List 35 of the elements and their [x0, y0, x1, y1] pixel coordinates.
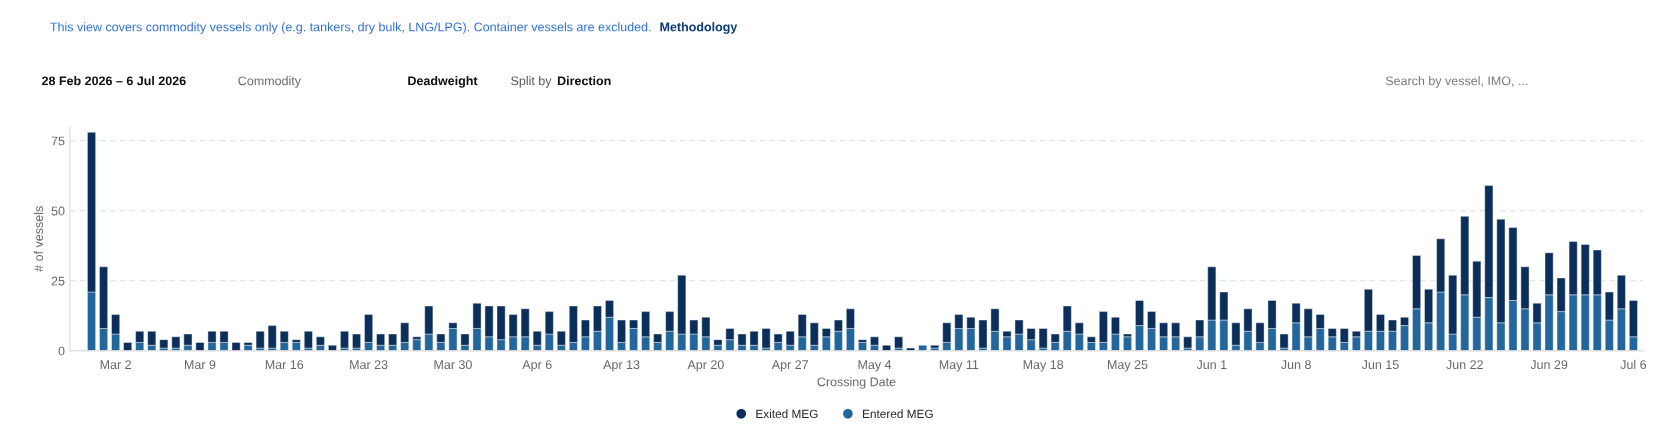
text: Commodity	[238, 76, 301, 88]
x-tick-label: Jun 22	[1446, 360, 1483, 370]
x-tick-label: May 11	[939, 360, 979, 372]
x-tick-label: Apr 6	[522, 360, 552, 372]
x-tick-label: Mar 9	[184, 360, 216, 370]
x-tick-label: Apr 20	[687, 360, 724, 372]
legend-label: Entered MEG	[863, 409, 933, 419]
text: Search by vessel, IMO, ...	[1385, 76, 1528, 88]
x-tick-label: Jun 8	[1281, 360, 1311, 370]
x-tick-label: Jun 15	[1361, 360, 1399, 370]
x-tick-label: Apr 27	[771, 360, 808, 372]
y-tick-label: 0	[58, 346, 65, 356]
text: Deadweight	[408, 76, 478, 88]
x-tick-label: Mar 30	[434, 360, 472, 370]
x-tick-label: Apr 13	[603, 360, 640, 372]
x-tick-label: Jul 6	[1620, 359, 1647, 370]
x-tick-label: Mar 16	[265, 360, 304, 370]
text: Methodology	[660, 22, 738, 34]
y-tick-label: 50	[51, 206, 65, 216]
legend-label: Exited MEG	[756, 409, 818, 419]
text: 28 Feb 2026 – 6 Jul 2026	[42, 76, 186, 86]
y-tick-label: 25	[51, 276, 65, 286]
x-tick-label: May 18	[1023, 360, 1064, 372]
x-axis-title: Crossing Date	[817, 377, 896, 389]
x-tick-label: May 25	[1108, 360, 1148, 372]
text: This view covers commodity vessels only (e.g. tankers, dry bulk, LNG/LPG). Container vessels are excluded.	[50, 22, 651, 34]
x-tick-label: Mar 23	[350, 360, 388, 370]
x-tick-label: Jun 1	[1196, 360, 1227, 370]
y-tick-label: 75	[51, 136, 65, 146]
text: Direction	[557, 76, 611, 86]
x-tick-label: Mar 2	[100, 360, 131, 370]
y-axis-title: # of vessels	[33, 206, 44, 272]
x-tick-label: Jun 29	[1530, 360, 1568, 370]
x-tick-label: May 4	[858, 360, 892, 372]
text: Split by	[511, 76, 552, 88]
